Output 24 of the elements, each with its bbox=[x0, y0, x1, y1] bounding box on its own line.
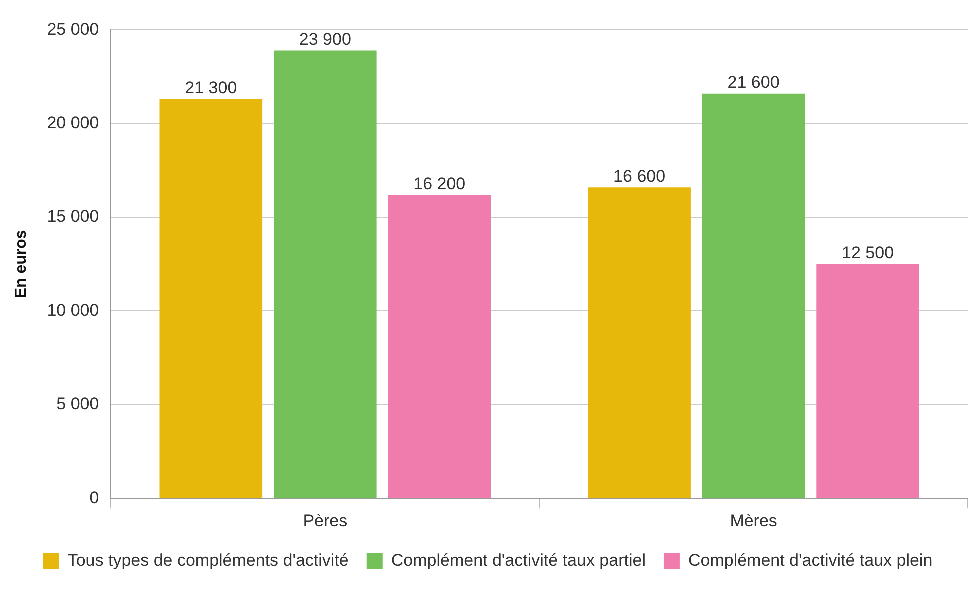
y-tick-label: 5 000 bbox=[56, 394, 100, 414]
bar bbox=[702, 94, 806, 498]
bar bbox=[388, 195, 492, 498]
y-tick-label: 15 000 bbox=[47, 207, 100, 226]
legend-label: Tous types de compléments d'activité bbox=[68, 551, 349, 570]
legend-label: Complément d'activité taux plein bbox=[688, 551, 933, 570]
y-tick-label: 25 000 bbox=[47, 20, 100, 39]
y-axis-title: En euros bbox=[13, 230, 30, 299]
data-label: 23 900 bbox=[299, 30, 352, 49]
x-tick-label: Pères bbox=[303, 511, 348, 530]
data-label: 16 600 bbox=[614, 166, 666, 186]
x-tick-label: Mères bbox=[730, 511, 778, 530]
bar bbox=[816, 264, 920, 498]
y-tick-label: 20 000 bbox=[47, 114, 100, 133]
data-label: 21 600 bbox=[728, 73, 780, 92]
y-tick-label: 10 000 bbox=[47, 300, 100, 320]
y-tick-label: 0 bbox=[90, 488, 100, 508]
data-label: 12 500 bbox=[842, 244, 894, 263]
bar bbox=[160, 100, 263, 498]
data-label: 16 200 bbox=[414, 174, 466, 194]
bar bbox=[588, 188, 691, 498]
data-label: 21 300 bbox=[185, 78, 238, 98]
legend-label: Complément d'activité taux partiel bbox=[391, 551, 646, 570]
bar bbox=[274, 50, 377, 498]
